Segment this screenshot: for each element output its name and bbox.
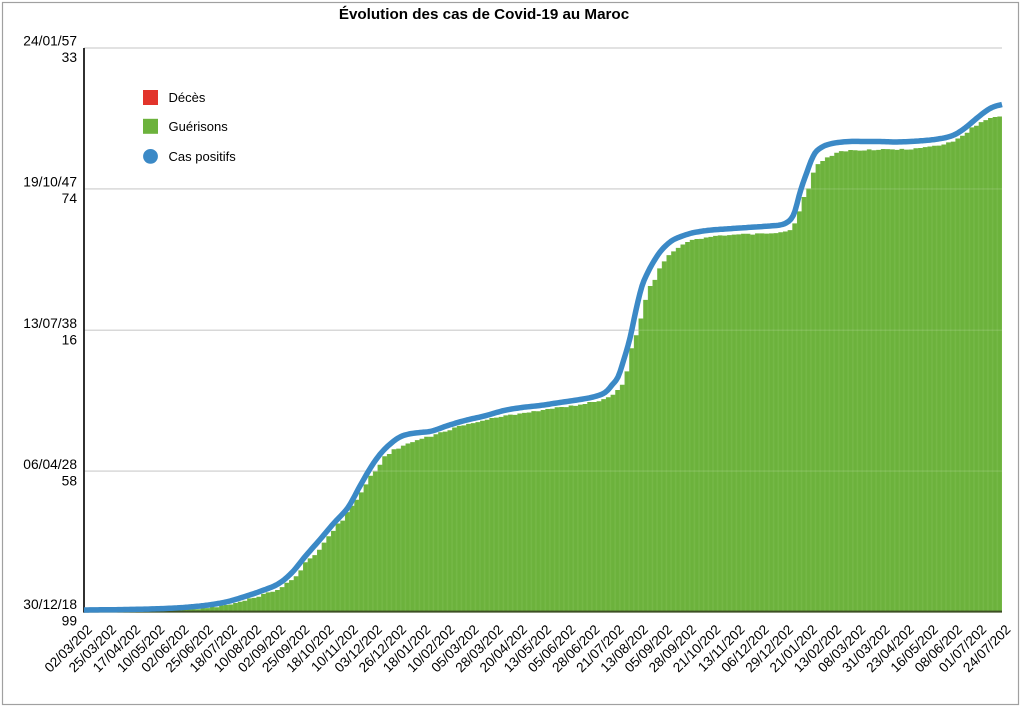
- svg-text:06/04/28: 06/04/28: [23, 457, 77, 472]
- svg-text:74: 74: [62, 191, 78, 206]
- svg-text:Évolution des cas de Covid-19: Évolution des cas de Covid-19 au Maroc: [339, 6, 629, 23]
- svg-text:19/10/47: 19/10/47: [23, 175, 77, 190]
- svg-text:Guérisons: Guérisons: [169, 119, 229, 134]
- svg-text:Cas positifs: Cas positifs: [169, 149, 237, 164]
- svg-text:Décès: Décès: [169, 90, 206, 105]
- svg-text:24/01/57: 24/01/57: [23, 34, 77, 49]
- svg-text:30/12/18: 30/12/18: [23, 597, 77, 612]
- svg-text:13/07/38: 13/07/38: [23, 316, 77, 331]
- svg-text:99: 99: [62, 614, 78, 629]
- svg-text:16: 16: [62, 332, 78, 347]
- svg-text:33: 33: [62, 50, 78, 65]
- svg-text:58: 58: [62, 473, 78, 488]
